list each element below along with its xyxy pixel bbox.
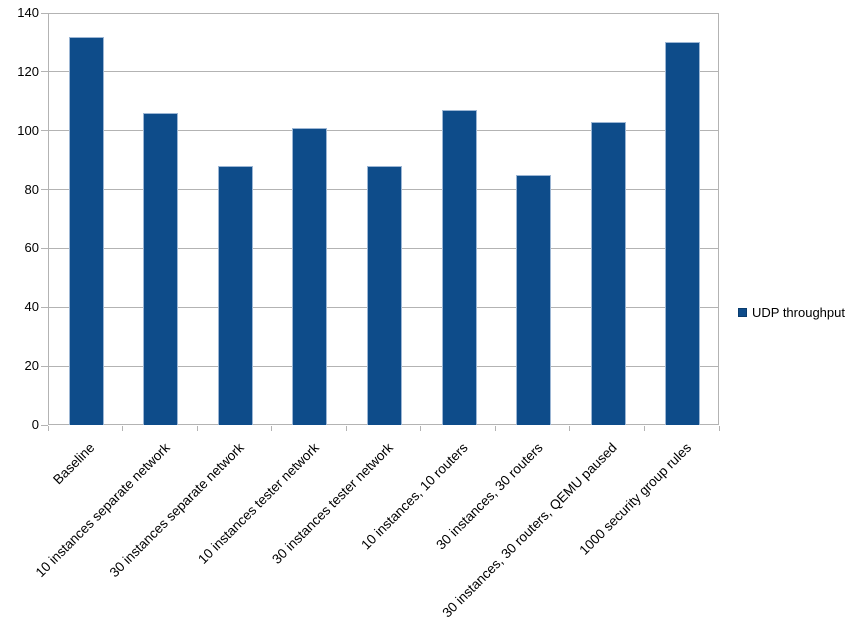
x-axis-tick	[196, 426, 198, 431]
legend-swatch-icon	[738, 308, 747, 317]
x-tick-label: 10 instances tester network	[194, 440, 322, 567]
plot-area	[48, 12, 719, 425]
y-tick-label: 100	[17, 122, 39, 138]
x-axis-tick	[569, 426, 571, 431]
y-axis-tick	[41, 365, 48, 367]
y-axis-tick	[41, 247, 48, 249]
x-axis-tick	[643, 426, 645, 431]
bar	[665, 42, 701, 425]
y-axis-tick	[41, 12, 48, 14]
x-tick-label: 30 instances separate network	[106, 440, 247, 581]
gridline	[49, 12, 718, 14]
bar	[590, 121, 626, 425]
x-tick-label: 30 instances tester network	[269, 440, 397, 567]
y-tick-label: 0	[31, 417, 39, 432]
gridline	[49, 71, 718, 73]
y-tick-label: 20	[24, 358, 39, 374]
x-axis-tick	[420, 426, 422, 431]
bar	[516, 174, 552, 425]
bar	[367, 166, 402, 425]
x-axis-tick	[122, 426, 124, 431]
bar	[68, 36, 104, 425]
x-axis-tick	[718, 426, 720, 431]
x-tick-label: Baseline	[50, 440, 98, 488]
legend-label: UDP throughput	[752, 305, 845, 320]
x-axis-tick	[345, 426, 347, 431]
bar	[292, 127, 328, 425]
y-tick-label: 60	[24, 240, 39, 256]
y-tick-label: 120	[17, 63, 39, 79]
y-axis-tick	[41, 130, 48, 132]
bar	[143, 113, 179, 425]
x-axis-tick	[271, 426, 273, 431]
y-tick-label: 140	[17, 5, 39, 20]
x-axis-tick	[47, 426, 49, 431]
y-tick-label: 80	[24, 181, 39, 197]
x-axis-tick	[494, 426, 496, 431]
x-tick-label: 10 instances separate network	[32, 440, 173, 581]
legend: UDP throughput	[738, 305, 845, 320]
y-axis-tick	[41, 424, 48, 426]
y-tick-label: 40	[24, 299, 39, 315]
y-axis-tick	[41, 189, 48, 191]
y-axis-tick	[41, 71, 48, 73]
y-axis-tick	[41, 306, 48, 308]
bar	[217, 166, 253, 425]
bar	[441, 110, 477, 425]
gridline	[49, 130, 718, 132]
